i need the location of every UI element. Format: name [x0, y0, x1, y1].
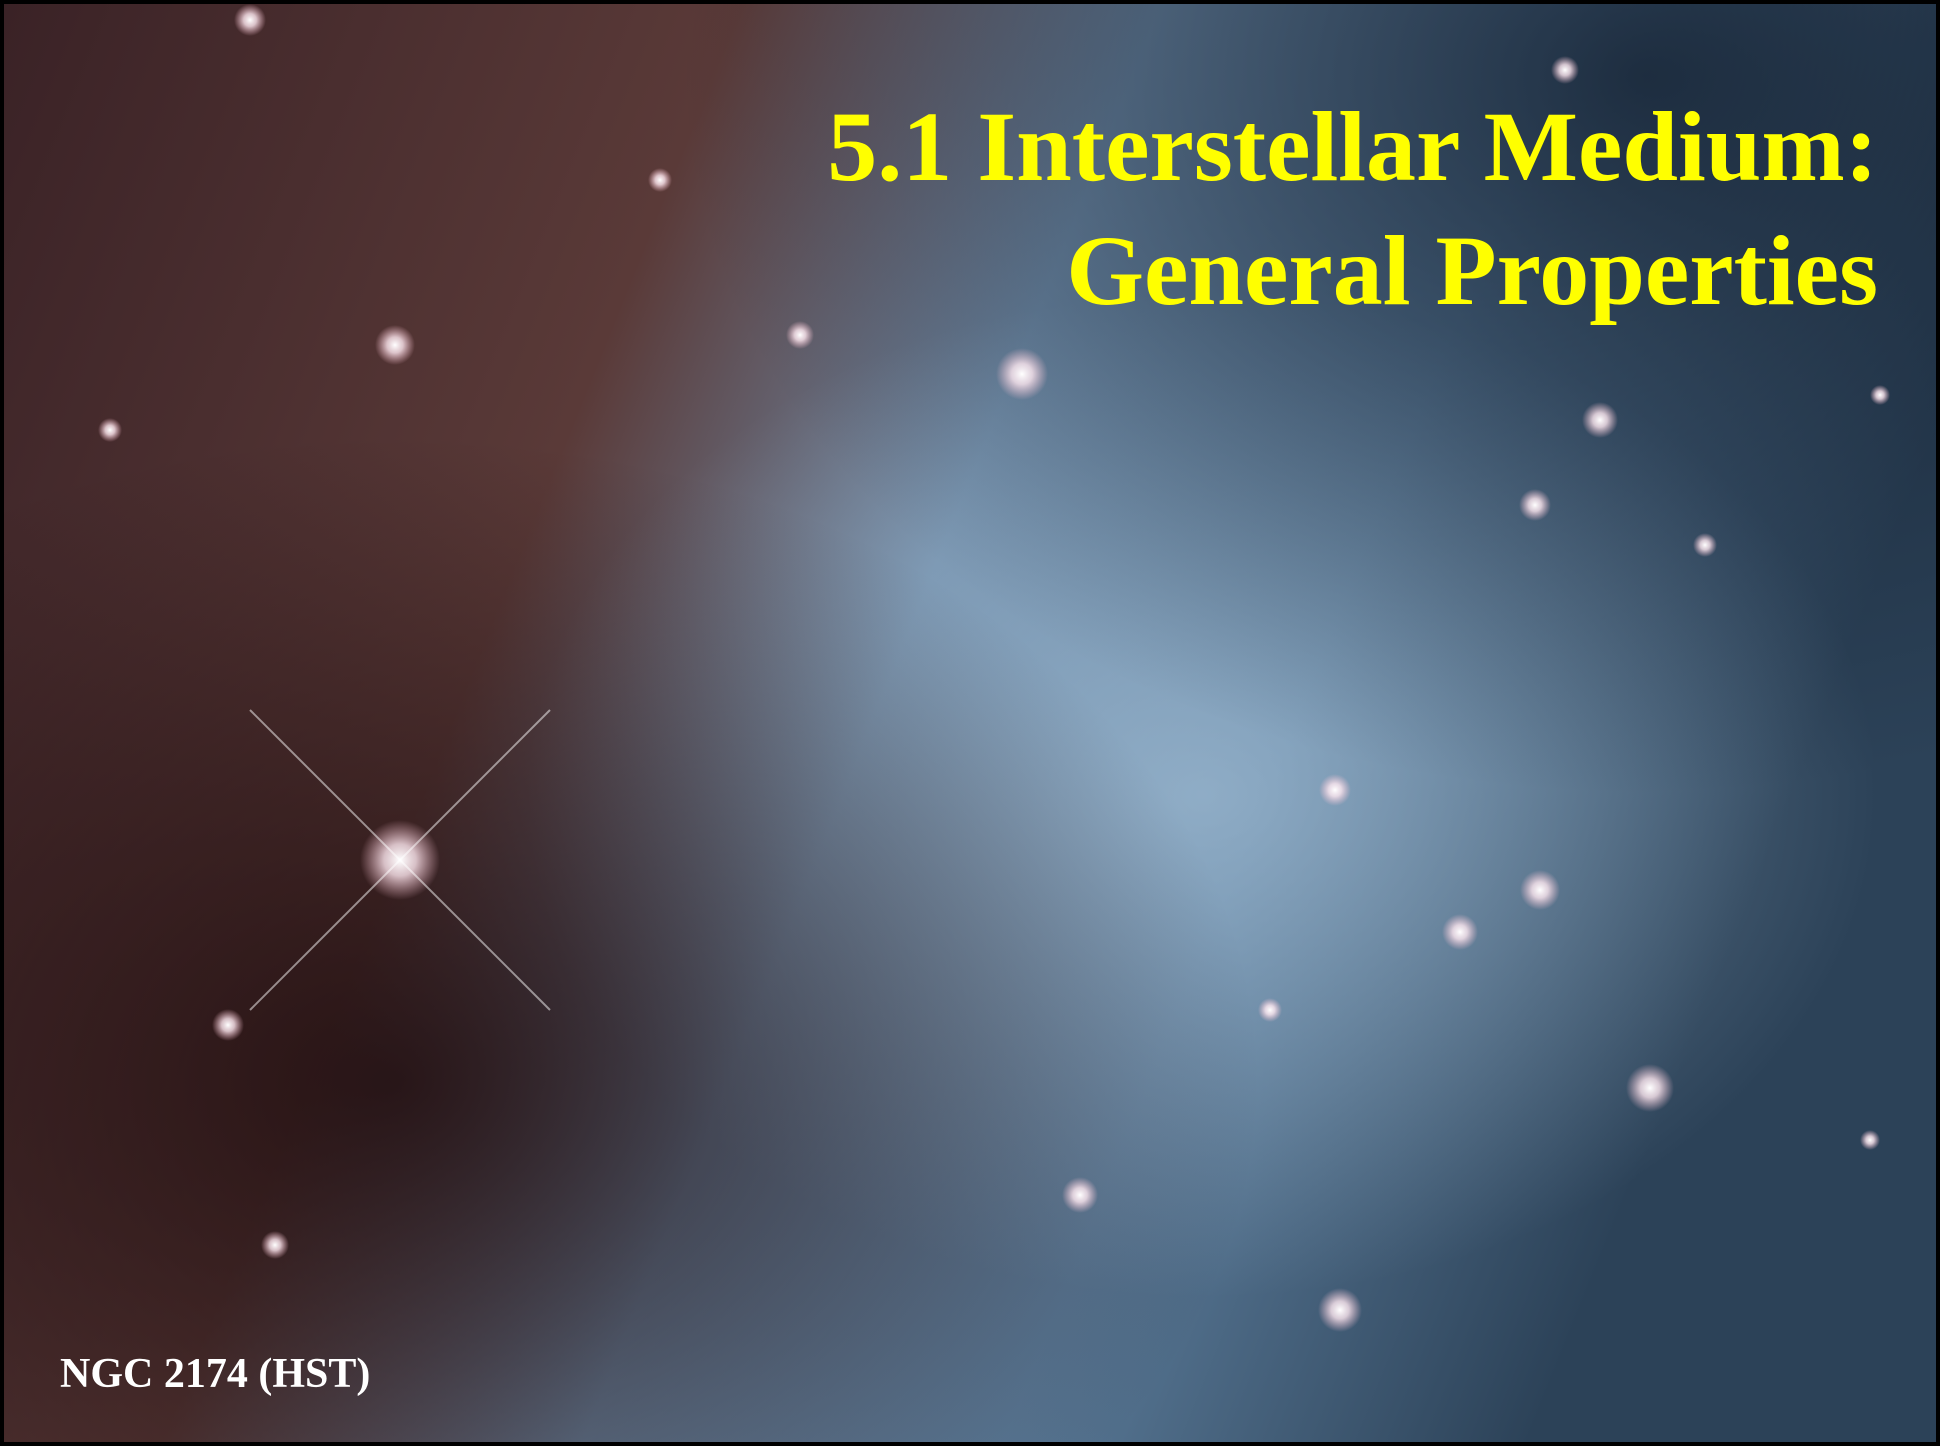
star — [1318, 1288, 1362, 1332]
star — [212, 1009, 244, 1041]
star — [1582, 402, 1618, 438]
star — [1551, 56, 1579, 84]
star — [786, 321, 814, 349]
star — [1626, 1064, 1674, 1112]
star — [1519, 489, 1551, 521]
star — [996, 348, 1048, 400]
star — [234, 4, 266, 36]
star — [1442, 914, 1478, 950]
star — [1319, 774, 1351, 806]
star — [261, 1231, 289, 1259]
dark-sky — [4, 4, 1936, 1442]
slide-title: 5.1 Interstellar Medium: — [827, 91, 1878, 202]
star — [1062, 1177, 1098, 1213]
image-caption: NGC 2174 (HST) — [60, 1351, 370, 1397]
star — [1258, 998, 1282, 1022]
star — [1520, 870, 1560, 910]
stars — [98, 4, 1890, 1332]
star — [648, 168, 672, 192]
star — [1860, 1130, 1880, 1150]
star — [375, 325, 415, 365]
star-spike — [249, 709, 551, 1011]
star — [1693, 533, 1717, 557]
star — [98, 418, 122, 442]
star — [1870, 385, 1890, 405]
slide-title: General Properties — [1066, 215, 1878, 326]
